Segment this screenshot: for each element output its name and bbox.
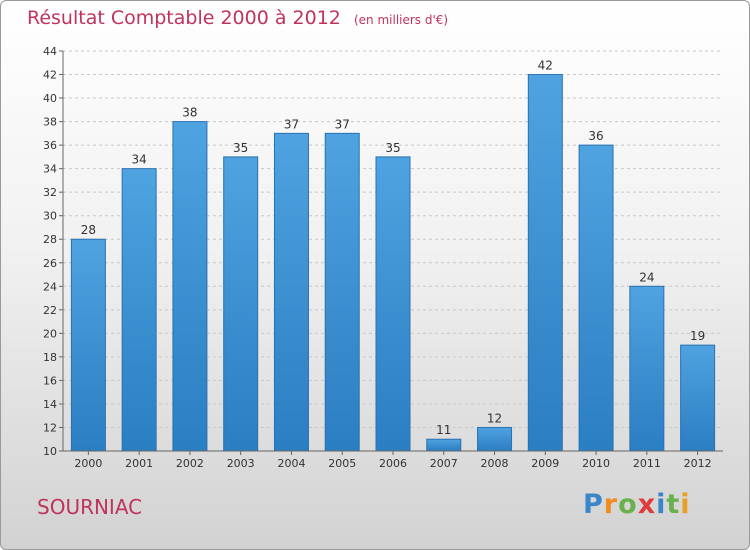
- x-tick-label: 2009: [531, 457, 559, 470]
- y-tick-label: 14: [43, 398, 57, 411]
- bar-value-label: 42: [538, 59, 553, 73]
- proxiti-logo: Proxiti: [583, 489, 691, 520]
- x-tick-label: 2004: [277, 457, 305, 470]
- bar-value-label: 24: [639, 270, 654, 284]
- bar-2000: [70, 238, 106, 452]
- labels: 10 12 14 16 18 20 22 24 26 28 30 32 34 36 38 40 42 44 28 20…: [43, 45, 712, 470]
- y-tick-label: 42: [43, 69, 57, 82]
- x-tick-label: 2003: [227, 457, 255, 470]
- x-tick-label: 2005: [328, 457, 356, 470]
- x-tick-label: 2006: [379, 457, 407, 470]
- x-tick-label: 2011: [633, 457, 661, 470]
- bar-2004: [273, 132, 309, 452]
- chart-title: Résultat Comptable 2000 à 2012: [27, 7, 341, 29]
- y-tick-label: 16: [43, 374, 57, 387]
- bar-2002: [172, 121, 208, 452]
- bar-2011: [629, 285, 665, 452]
- y-tick-label: 28: [43, 233, 57, 246]
- chart-subtitle: (en milliers d'€): [353, 13, 449, 27]
- y-tick-label: 36: [43, 139, 57, 152]
- y-tick-label: 20: [43, 327, 57, 340]
- bar-value-label: 28: [81, 223, 96, 237]
- y-tick-label: 40: [43, 92, 57, 105]
- bar-value-label: 12: [487, 411, 502, 425]
- y-tick-label: 26: [43, 257, 57, 270]
- bar-value-label: 11: [436, 423, 451, 437]
- axes: [59, 50, 723, 455]
- bar-value-label: 19: [690, 329, 705, 343]
- logo-letter: P: [583, 489, 604, 520]
- y-tick-label: 22: [43, 304, 57, 317]
- bar-value-label: 38: [182, 106, 197, 120]
- bars: [70, 74, 716, 452]
- x-tick-label: 2000: [74, 457, 102, 470]
- x-tick-label: 2010: [582, 457, 610, 470]
- y-tick-label: 10: [43, 445, 57, 458]
- y-tick-label: 24: [43, 280, 57, 293]
- x-tick-label: 2002: [176, 457, 204, 470]
- bar-2008: [477, 426, 513, 452]
- y-tick-label: 30: [43, 210, 57, 223]
- bar-value-label: 37: [335, 117, 350, 131]
- y-tick-label: 38: [43, 116, 57, 129]
- y-tick-label: 32: [43, 186, 57, 199]
- x-tick-label: 2007: [430, 457, 458, 470]
- bar-value-label: 34: [132, 153, 147, 167]
- logo-letter: i: [680, 489, 691, 520]
- x-tick-label: 2001: [125, 457, 153, 470]
- bar-value-label: 35: [233, 141, 248, 155]
- bar-2010: [578, 144, 614, 452]
- title-block: Résultat Comptable 2000 à 2012 (en milli…: [27, 7, 448, 29]
- y-tick-label: 12: [43, 421, 57, 434]
- logo-letter: i: [656, 489, 667, 520]
- bar-value-label: 36: [588, 129, 603, 143]
- logo-letter: x: [637, 489, 657, 520]
- commune-name: SOURNIAC: [37, 495, 143, 519]
- bar-value-label: 37: [284, 117, 299, 131]
- bar-2007: [426, 438, 462, 452]
- bar-2009: [527, 74, 563, 452]
- bar-2001: [121, 168, 157, 452]
- x-tick-label: 2008: [481, 457, 509, 470]
- logo-letter: o: [618, 489, 638, 520]
- logo-letter: t: [666, 489, 681, 520]
- y-tick-label: 34: [43, 163, 57, 176]
- logo-letter: r: [603, 489, 619, 520]
- bar-2012: [680, 344, 716, 452]
- x-tick-label: 2012: [684, 457, 712, 470]
- bar-2005: [324, 132, 360, 452]
- y-tick-label: 44: [43, 45, 57, 58]
- bar-2003: [223, 156, 259, 452]
- bar-2006: [375, 156, 411, 452]
- bar-value-label: 35: [385, 141, 400, 155]
- y-tick-label: 18: [43, 351, 57, 364]
